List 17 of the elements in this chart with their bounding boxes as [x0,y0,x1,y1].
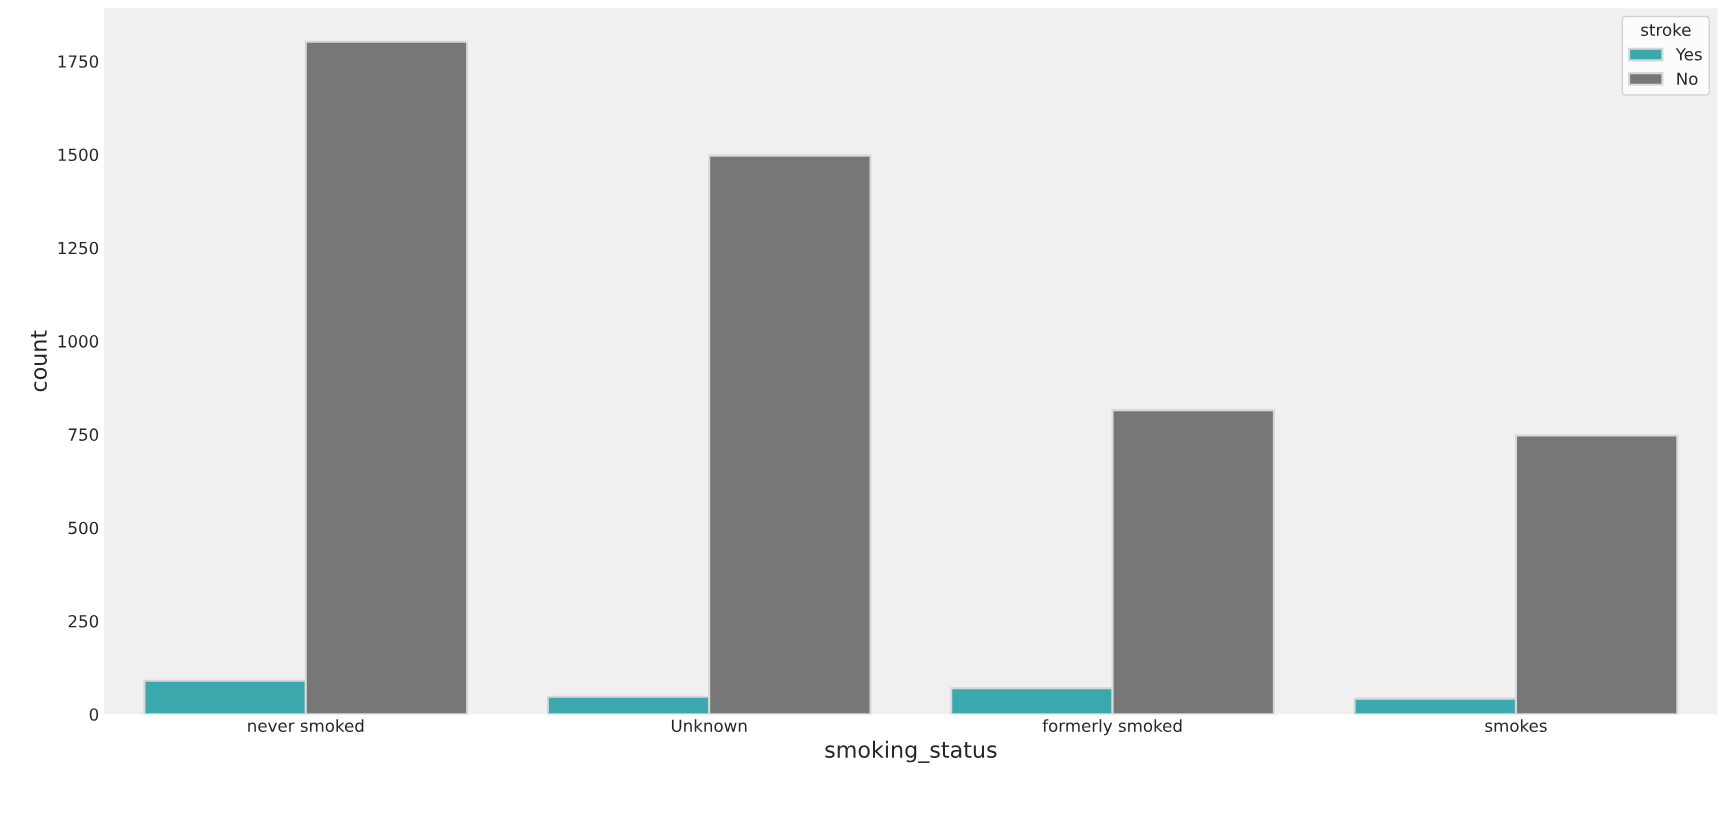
y-tick-label: 1750 [58,55,99,68]
y-axis-title: count [31,330,47,392]
legend-title: stroke [1641,23,1691,37]
y-tick-label: 1500 [58,148,99,162]
x-tick-label: smokes [1485,719,1547,733]
x-axis-title: smoking_status [825,740,997,763]
y-tick-label: 500 [68,521,99,535]
x-tick-label: formerly smoked [1042,719,1182,736]
y-tick-label: 0 [89,708,99,721]
y-tick-label: 750 [68,428,99,441]
y-tick-label: 1000 [58,335,99,348]
x-tick-label: never smoked [248,719,364,733]
x-tick-label: Unknown [671,719,747,733]
y-tick-label: 250 [68,614,99,628]
legend-label: No [1677,72,1698,86]
legend-label: Yes [1675,48,1702,61]
y-tick-label: 1250 [58,241,99,255]
